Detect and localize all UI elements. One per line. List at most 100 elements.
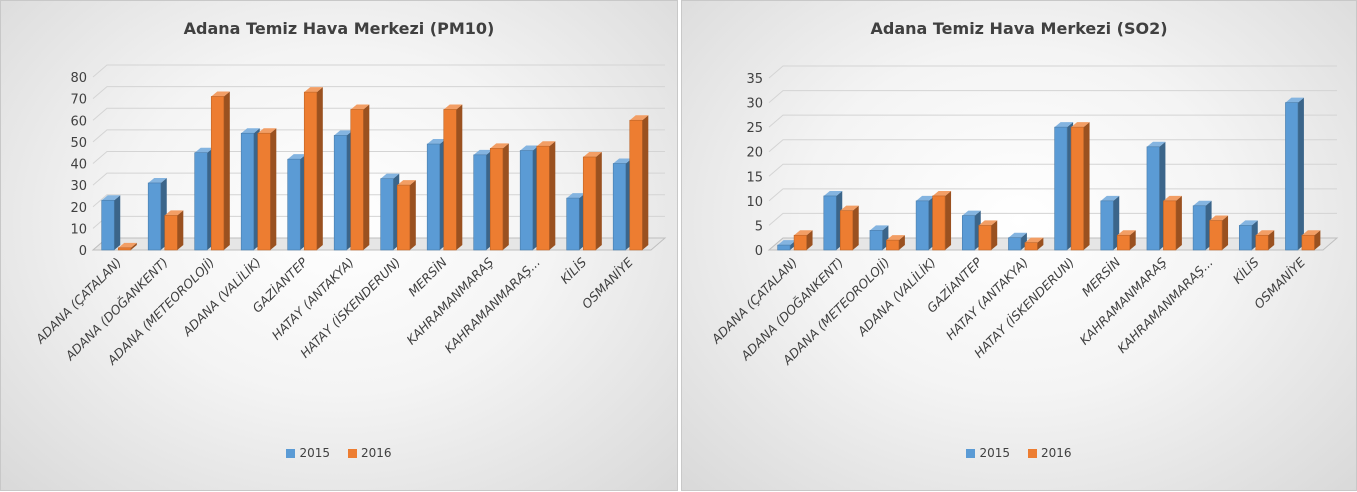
so2-bar-2016-2 <box>886 235 905 251</box>
pm10-gridline <box>92 129 665 143</box>
pm10-y-tick-label: 30 <box>70 179 87 194</box>
so2-legend-swatch-2016 <box>1028 448 1037 458</box>
pm10-y-tick-label: 70 <box>70 93 87 108</box>
so2-x-tick-label: MERSİN <box>1079 254 1124 299</box>
so2-bar-2015-1 <box>823 190 843 251</box>
pm10-chart-title: Adana Temiz Hava Merkezi (PM10) <box>183 19 495 38</box>
so2-y-tick-label: 30 <box>746 97 763 112</box>
so2-y-tick-label: 35 <box>746 72 763 87</box>
pm10-x-tick-label: MERSİN <box>405 254 450 299</box>
pm10-bar-2016-7 <box>443 104 463 251</box>
pm10-x-tick-label: ADANA (ÇATALAN) <box>32 255 124 347</box>
pm10-legend: 2015 2016 <box>1 446 677 460</box>
pm10-bar-2015-6 <box>380 173 400 251</box>
so2-x-tick-label: ADANA (VALİLİK) <box>854 255 939 340</box>
so2-bar-2015-10 <box>1238 220 1258 251</box>
so2-x-tick-label: KAHRAMANMARAŞ... <box>1114 255 1215 356</box>
pm10-bar-2015-10 <box>566 193 586 251</box>
pm10-bar-2015-0 <box>101 195 121 251</box>
pm10-y-tick-label: 40 <box>70 158 87 173</box>
so2-bar-2016-3 <box>932 190 952 251</box>
pm10-bar-2016-5 <box>350 104 370 251</box>
pm10-bar-2016-1 <box>164 210 184 251</box>
so2-gridline <box>768 65 1337 79</box>
so2-x-tick-label: HATAY (ANTAKYA) <box>943 255 1031 343</box>
pm10-x-tick-label: KAHRAMANMARAŞ... <box>441 255 542 356</box>
pm10-x-tick-label: ADANA (VALİLİK) <box>179 255 264 340</box>
so2-bar-2016-7 <box>1116 230 1136 251</box>
pm10-chart-panel: Adana Temiz Hava Merkezi (PM10) 0 10 20 30 4… <box>0 0 678 491</box>
so2-legend: 2015 2016 <box>682 446 1356 460</box>
pm10-bar-2016-8 <box>489 143 509 251</box>
pm10-x-tick-label: KAHRAMANMARAŞ <box>403 254 496 347</box>
pm10-x-tick-label: OSMANİYE <box>579 254 636 311</box>
pm10-bar-2016-2 <box>210 91 230 251</box>
pm10-y-tick-label: 10 <box>70 222 87 237</box>
so2-y-tick-label: 10 <box>746 195 763 210</box>
pm10-bar-2015-1 <box>147 177 167 251</box>
pm10-gridline <box>92 86 665 100</box>
pm10-y-tick-label: 60 <box>70 114 87 129</box>
so2-gridline <box>768 163 1337 177</box>
so2-bar-2016-1 <box>839 205 859 251</box>
so2-bar-2015-2 <box>869 225 889 251</box>
pm10-y-tick-label: 80 <box>70 71 87 86</box>
so2-bar-2016-10 <box>1255 230 1275 251</box>
so2-x-tick-label: KAHRAMANMARAŞ <box>1076 254 1169 347</box>
so2-legend-swatch-2015 <box>966 448 976 458</box>
pm10-gridline <box>92 64 665 78</box>
so2-bar-2015-8 <box>1146 141 1166 251</box>
pm10-bar-2016-10 <box>582 152 602 251</box>
so2-bar-2015-4 <box>961 210 981 251</box>
pm10-bar-2015-4 <box>287 154 307 251</box>
pm10-y-tick-label: 20 <box>70 201 87 216</box>
pm10-bar-2016-3 <box>257 128 277 251</box>
so2-bar-2016-0 <box>793 230 813 251</box>
so2-y-tick-label: 0 <box>755 244 763 259</box>
so2-gridline <box>768 114 1337 128</box>
pm10-y-tick-label: 0 <box>79 244 87 259</box>
so2-bar-2015-5 <box>1008 232 1027 251</box>
so2-legend-label-2016: 2016 <box>1041 446 1072 460</box>
so2-bar-2016-11 <box>1301 230 1321 251</box>
so2-bar-2015-7 <box>1100 195 1120 251</box>
pm10-legend-swatch-2015 <box>286 448 296 458</box>
so2-bar-2015-11 <box>1285 97 1304 251</box>
pm10-bar-2015-11 <box>612 158 632 251</box>
so2-bar-2016-5 <box>1024 237 1044 251</box>
so2-bar-2015-6 <box>1054 122 1074 251</box>
pm10-x-tick-label: KİLİS <box>557 254 589 286</box>
pm10-y-tick-label: 50 <box>70 136 87 151</box>
pm10-bar-2016-6 <box>396 180 416 251</box>
pm10-legend-item-2015: 2015 <box>286 446 330 460</box>
so2-bar-2016-4 <box>978 220 998 251</box>
pm10-bar-2015-9 <box>519 145 539 251</box>
pm10-bar-2015-5 <box>333 130 353 251</box>
so2-bar-2016-6 <box>1070 122 1090 251</box>
pm10-bar-2015-7 <box>426 139 446 251</box>
so2-legend-label-2015: 2015 <box>979 446 1010 460</box>
pm10-gridline <box>92 107 665 121</box>
so2-x-tick-label: ADANA (ÇATALAN) <box>708 255 800 347</box>
so2-legend-item-2015: 2015 <box>966 446 1010 460</box>
so2-bar-2016-8 <box>1163 195 1182 251</box>
pm10-gridline <box>92 172 665 186</box>
pm10-bar-2016-11 <box>629 115 649 251</box>
so2-y-tick-label: 5 <box>755 219 763 234</box>
so2-bar-2015-3 <box>915 195 935 251</box>
so2-gridline <box>768 188 1337 202</box>
pm10-x-tick-label: HATAY (ANTAKYA) <box>269 255 357 343</box>
so2-chart-title: Adana Temiz Hava Merkezi (SO2) <box>870 19 1168 38</box>
so2-bar-2016-9 <box>1209 215 1229 251</box>
pm10-legend-label-2016: 2016 <box>361 446 392 460</box>
pm10-bar-2015-3 <box>240 128 260 251</box>
pm10-bar-2015-8 <box>473 149 493 251</box>
pm10-gridline <box>92 151 665 164</box>
pm10-bar-2016-0 <box>117 242 137 251</box>
so2-gridline <box>768 90 1337 103</box>
so2-chart-panel: Adana Temiz Hava Merkezi (SO2) 0 5 10 15 20 2… <box>681 0 1357 491</box>
so2-gridline <box>768 139 1337 153</box>
